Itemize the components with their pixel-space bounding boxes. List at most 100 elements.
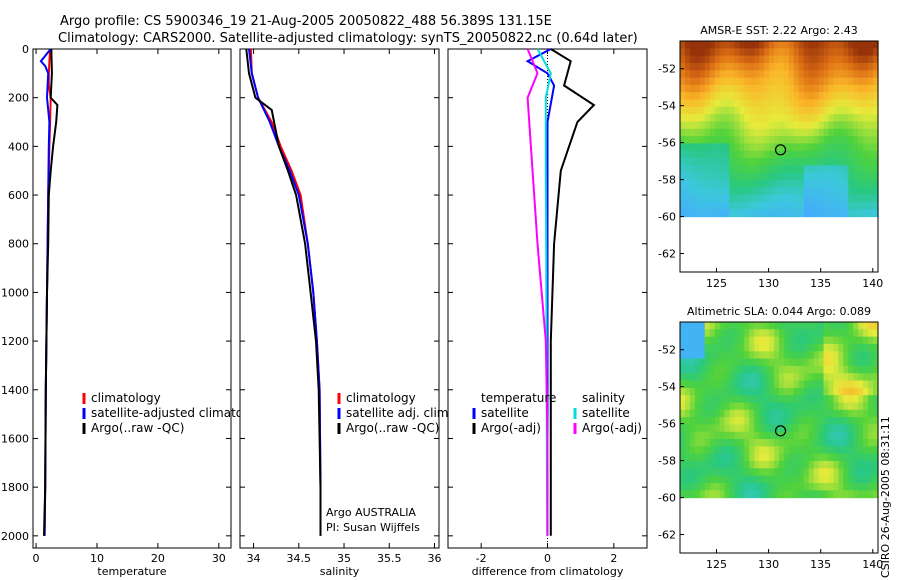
- heatmap-cell: [783, 55, 790, 64]
- heatmap-cell: [744, 365, 750, 374]
- heatmap-cell: [808, 158, 815, 166]
- heatmap-cell: [680, 99, 686, 108]
- heatmap-cell: [680, 417, 686, 426]
- heatmap-cell: [783, 322, 790, 330]
- heatmap-cell: [779, 187, 785, 196]
- heatmap-cell: [803, 99, 810, 108]
- heatmap-cell: [769, 106, 775, 115]
- heatmap-cell: [788, 106, 795, 115]
- heatmap-cell: [754, 343, 760, 352]
- temperature-profile-frame: [32, 48, 232, 549]
- heatmap-cell: [704, 62, 711, 71]
- heatmap-cell: [684, 380, 691, 389]
- heatmap-cell: [694, 358, 701, 367]
- heatmap-cell: [868, 121, 874, 130]
- heatmap-cell: [739, 165, 745, 174]
- heatmap-cell: [788, 150, 795, 159]
- heatmap-cell: [828, 121, 835, 130]
- heatmap-cell: [774, 490, 780, 499]
- heatmap-cell: [724, 77, 731, 86]
- heatmap-cell: [684, 48, 691, 57]
- heatmap-cell: [680, 92, 686, 101]
- heatmap-cell: [689, 351, 696, 360]
- heatmap-cell: [828, 446, 835, 455]
- heatmap-cell: [783, 194, 790, 203]
- heatmap-cell: [873, 70, 879, 79]
- heatmap-cell: [680, 329, 686, 338]
- heatmap-cell: [828, 409, 835, 418]
- heatmap-cell: [783, 395, 790, 404]
- heatmap-cell: [699, 172, 706, 181]
- heatmap-cell: [709, 351, 716, 360]
- heatmap-cell: [813, 77, 820, 86]
- heatmap-cell: [783, 460, 790, 469]
- heatmap-cell: [793, 336, 800, 345]
- heatmap-cell: [744, 114, 750, 123]
- temperature-profile-xlabel: temperature: [97, 565, 166, 578]
- heatmap-cell: [803, 114, 810, 123]
- heatmap-cell: [774, 172, 780, 181]
- heatmap-cell: [808, 387, 815, 396]
- heatmap-cell: [699, 365, 706, 374]
- heatmap-cell: [798, 424, 805, 433]
- heatmap-cell: [749, 114, 755, 123]
- heatmap-cell: [699, 209, 706, 218]
- legend-entry: satellite: [582, 406, 630, 420]
- heatmap-cell: [714, 409, 721, 418]
- heatmap-cell: [813, 194, 820, 203]
- heatmap-cell: [724, 409, 731, 418]
- heatmap-cell: [714, 322, 721, 330]
- heatmap-cell: [774, 201, 780, 210]
- heatmap-cell: [759, 329, 765, 338]
- heatmap-cell: [823, 194, 830, 203]
- heatmap-cell: [719, 460, 726, 469]
- heatmap-cell: [843, 92, 849, 101]
- heatmap-cell: [734, 106, 740, 115]
- heatmap-cell: [848, 395, 854, 404]
- heatmap-cell: [818, 343, 825, 352]
- heatmap-cell: [808, 165, 815, 174]
- heatmap-cell: [704, 136, 711, 145]
- heatmap-cell: [838, 439, 844, 447]
- heatmap-cell: [793, 351, 800, 360]
- heatmap-cell: [833, 201, 839, 210]
- heatmap-cell: [759, 172, 765, 181]
- heatmap-cell: [754, 402, 760, 411]
- heatmap-cell: [803, 409, 810, 418]
- heatmap-cell: [684, 194, 691, 203]
- heatmap-cell: [798, 187, 805, 196]
- heatmap-cell: [729, 179, 736, 188]
- heatmap-cell: [744, 187, 750, 196]
- heatmap-cell: [729, 402, 736, 411]
- heatmap-cell: [714, 41, 721, 49]
- heatmap-cell: [788, 62, 795, 71]
- heatmap-cell: [754, 373, 760, 382]
- amsre-sst-map-ytick-label: -60: [658, 211, 676, 224]
- heatmap-cell: [689, 92, 696, 101]
- heatmap-cell: [724, 55, 731, 64]
- heatmap-cell: [833, 322, 839, 330]
- heatmap-cell: [694, 84, 701, 93]
- heatmap-cell: [769, 201, 775, 210]
- heatmap-cell: [734, 322, 740, 330]
- heatmap-cell: [833, 143, 839, 152]
- heatmap-cell: [808, 402, 815, 411]
- heatmap-cell: [759, 380, 765, 389]
- heatmap-cell: [699, 329, 706, 338]
- heatmap-cell: [863, 150, 869, 159]
- heatmap-cell: [689, 490, 696, 499]
- heatmap-cell: [774, 41, 780, 49]
- heatmap-cell: [689, 373, 696, 382]
- heatmap-cell: [734, 424, 740, 433]
- heatmap-cell: [848, 84, 854, 93]
- heatmap-cell: [843, 373, 849, 382]
- heatmap-cell: [828, 439, 835, 447]
- heatmap-cell: [744, 351, 750, 360]
- heatmap-cell: [714, 99, 721, 108]
- heatmap-cell: [858, 329, 864, 338]
- heatmap-cell: [744, 417, 750, 426]
- heatmap-cell: [868, 187, 874, 196]
- heatmap-cell: [848, 322, 854, 330]
- heatmap-cell: [873, 158, 879, 166]
- heatmap-cell: [798, 70, 805, 79]
